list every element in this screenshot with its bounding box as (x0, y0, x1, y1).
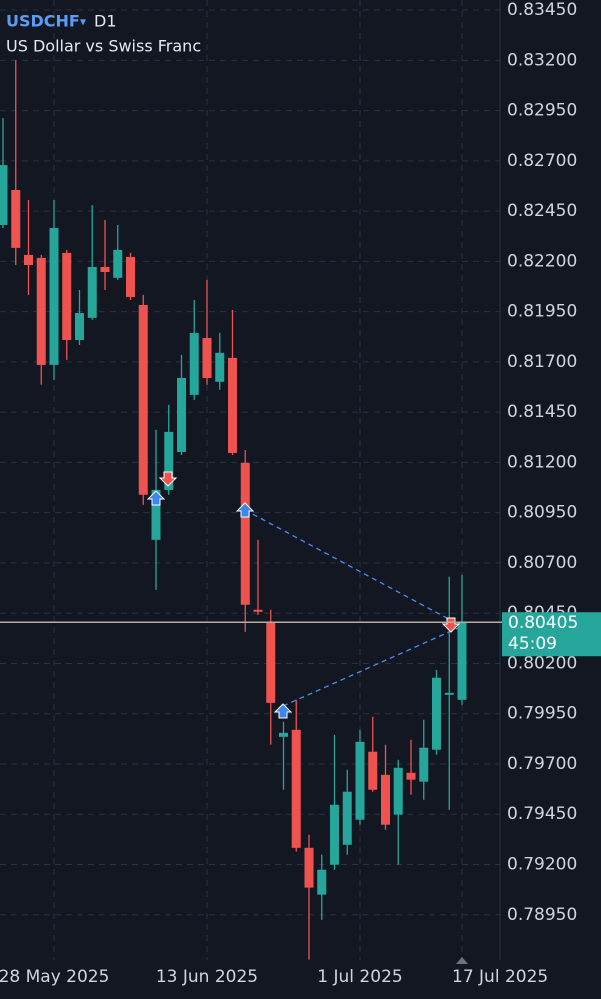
buy-arrow (235, 502, 255, 518)
trade-line (282, 627, 459, 707)
candle-body (444, 692, 454, 695)
candle-body (355, 741, 365, 820)
candle-body (189, 332, 199, 395)
buy-arrow (273, 703, 293, 719)
candle-body (49, 227, 59, 365)
candle-body (381, 774, 390, 825)
candle-body (317, 869, 327, 895)
y-tick-label: 0.80700 (507, 553, 577, 573)
candle-body (87, 266, 97, 318)
trade-line (244, 509, 459, 625)
candle-body (393, 767, 403, 815)
y-axis: 0.83450 0.83200 0.82950 0.82700 0.82450 0.822… (507, 0, 577, 925)
candle-body (368, 751, 378, 790)
current-price-label: 0.80405 (508, 613, 578, 633)
candle-body (164, 431, 174, 490)
y-tick-label: 0.79200 (507, 855, 577, 875)
chart-title: US Dollar vs Swiss Franc (6, 37, 201, 56)
candles (0, 60, 467, 960)
candle-body (177, 377, 186, 452)
candle-body (113, 249, 123, 278)
candle-body (253, 609, 263, 612)
y-tick-label: 0.80200 (507, 653, 577, 673)
x-tick-label: 28 May 2025 (0, 967, 109, 987)
scroll-marker (456, 957, 468, 964)
y-tick-label: 0.80950 (507, 503, 577, 523)
candle-body (266, 621, 276, 703)
candle-body (240, 462, 250, 605)
candle-body (36, 257, 46, 365)
candle-body (215, 352, 225, 382)
candle-body (0, 165, 8, 225)
dropdown[interactable]: ▾ (80, 15, 86, 29)
y-tick-label: 0.79450 (507, 804, 577, 824)
y-tick-label: 0.78950 (507, 905, 577, 925)
y-tick-label: 0.83450 (507, 0, 577, 20)
candle-body (330, 804, 339, 865)
candle-body (406, 772, 416, 780)
candle-body (11, 189, 21, 248)
candle-body (291, 729, 301, 848)
candle-body (419, 747, 429, 782)
countdown: 45:09 (508, 634, 557, 654)
price-box (502, 612, 601, 657)
candle-body (279, 732, 288, 737)
candle-body (151, 489, 161, 540)
y-tick-label: 0.82200 (507, 251, 577, 271)
candle-body (432, 677, 441, 750)
candle-body (202, 337, 212, 378)
buy-arrow (146, 490, 166, 506)
candle-body (126, 256, 135, 297)
x-axis: 28 May 2025 13 Jun 2025 1 Jul 2025 17 Jul 2… (0, 967, 548, 987)
grid (0, 0, 501, 960)
y-tick-label: 0.81700 (507, 352, 577, 372)
y-tick-label: 0.82700 (507, 151, 577, 171)
sell-arrow (158, 471, 178, 487)
y-tick-label: 0.81200 (507, 452, 577, 472)
x-tick-label: 1 Jul 2025 (317, 967, 402, 987)
x-tick-label: 13 Jun 2025 (156, 967, 258, 987)
y-tick-label: 0.81950 (507, 302, 577, 322)
candle-body (342, 791, 352, 845)
candle-body (228, 357, 237, 453)
y-tick-label: 0.79950 (507, 704, 577, 724)
y-tick-label: 0.83200 (507, 50, 577, 70)
timeframe[interactable]: D1 (94, 12, 117, 31)
y-tick-label: 0.81450 (507, 402, 577, 422)
candle-body (100, 266, 110, 273)
y-tick-label: 0.82450 (507, 201, 577, 221)
candle-body (24, 254, 33, 265)
candle-body (457, 622, 467, 700)
y-tick-label: 0.82950 (507, 101, 577, 121)
candle-body (75, 313, 84, 340)
candle-body (138, 304, 148, 495)
y-tick-label: 0.79700 (507, 754, 577, 774)
x-tick-label: 17 Jul 2025 (452, 967, 548, 987)
symbol[interactable]: USDCHF (6, 12, 80, 31)
candle-body (304, 847, 314, 888)
candle-body (62, 252, 72, 340)
